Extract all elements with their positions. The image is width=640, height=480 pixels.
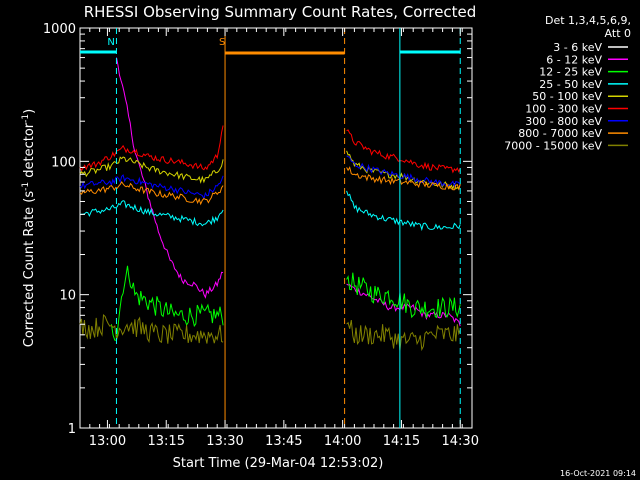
chart-title: RHESSI Observing Summary Count Rates, Co… bbox=[84, 3, 477, 21]
legend-label: 3 - 6 keV bbox=[553, 41, 602, 54]
legend-header-line1: Det 1,3,4,5,6,9, bbox=[545, 14, 631, 27]
x-tick-label: 13:00 bbox=[89, 434, 126, 449]
y-axis-label-sup1: -1 bbox=[21, 182, 31, 191]
y-axis-label-main: Corrected Count Rate (s bbox=[22, 191, 37, 348]
plot-area bbox=[79, 27, 473, 429]
legend-label: 300 - 800 keV bbox=[525, 115, 602, 128]
y-axis-label-sup2: -1 bbox=[21, 114, 31, 123]
x-tick-label: 14:30 bbox=[442, 434, 479, 449]
legend-label: 100 - 300 keV bbox=[525, 103, 602, 116]
y-tick-label: 100 bbox=[51, 155, 76, 170]
x-tick-label: 14:15 bbox=[383, 434, 420, 449]
y-tick-label: 10 bbox=[59, 289, 76, 304]
series-300-800-kev bbox=[79, 155, 461, 200]
legend-label: 6 - 12 keV bbox=[546, 53, 602, 66]
series-100-300-kev bbox=[79, 125, 461, 174]
vertical-markers bbox=[115, 28, 461, 428]
legend-label: 800 - 7000 keV bbox=[518, 127, 602, 140]
x-tick-label: 14:00 bbox=[324, 434, 361, 449]
series-7000-15000-kev bbox=[79, 313, 461, 352]
series-layer bbox=[79, 52, 461, 419]
y-axis-label-end: ) bbox=[22, 109, 37, 114]
marker-s: S bbox=[219, 37, 225, 48]
x-tick-label: 13:45 bbox=[265, 434, 302, 449]
axes: 13:00 13:15 13:30 13:45 14:00 14:15 14:30 1 10 10… bbox=[43, 22, 479, 449]
x-tick-label: 13:15 bbox=[148, 434, 185, 449]
y-axis-label: Corrected Count Rate (s-1 detector-1) bbox=[21, 109, 37, 347]
x-tick-label: 13:30 bbox=[206, 434, 243, 449]
series-12-25-kev bbox=[110, 265, 461, 341]
legend-label: 12 - 25 keV bbox=[539, 66, 602, 79]
y-axis-label-mid: detector bbox=[22, 122, 37, 182]
legend-header-line2: Att 0 bbox=[605, 27, 631, 40]
legend-label: 50 - 100 keV bbox=[532, 90, 602, 103]
legend-label: 7000 - 15000 keV bbox=[504, 139, 602, 152]
marker-n: N bbox=[107, 37, 114, 48]
series-800-7000-kev bbox=[79, 166, 461, 206]
series-25-50-kev bbox=[79, 190, 461, 232]
x-axis-label: Start Time (29-Mar-04 12:53:02) bbox=[173, 456, 384, 471]
status-bars bbox=[80, 50, 461, 55]
generated-timestamp: 16-Oct-2021 09:14 bbox=[560, 469, 636, 478]
y-tick-label: 1000 bbox=[43, 22, 76, 37]
y-tick-label: 1 bbox=[68, 422, 76, 437]
legend-label: 25 - 50 keV bbox=[539, 78, 602, 91]
